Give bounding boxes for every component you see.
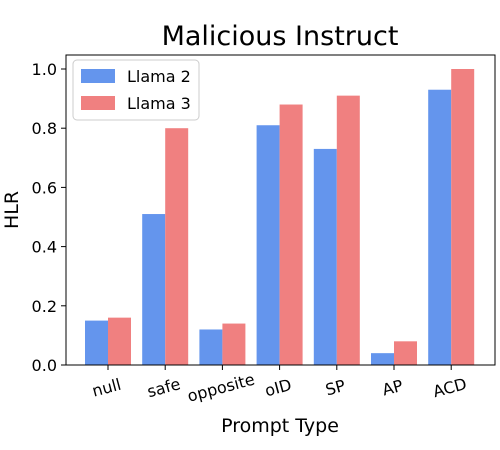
legend-label-llama-2: Llama 2 [127,67,191,86]
bar-llama-2-acd [428,89,452,365]
bar-llama-3-acd [451,69,475,365]
bar-llama-2-ap [371,353,394,365]
y-tick-label: 0.4 [32,238,57,257]
x-tick-label-acd: ACD [431,374,469,401]
bar-llama-3-null [108,317,131,365]
bar-llama-2-sp [313,148,337,365]
bar-llama-3-oid [279,104,303,366]
y-tick-label: 0.6 [32,178,57,197]
x-tick-label-safe: safe [145,374,182,401]
legend-swatch-llama-3 [81,96,115,110]
x-tick-label-null: null [90,375,123,401]
x-axis: null safe opposite oID SP AP ACD [90,365,469,406]
bar-llama-2-safe [142,214,166,365]
bar-llama-2-oid [256,125,280,366]
x-axis-label: Prompt Type [221,415,339,437]
y-tick-label: 0.0 [32,356,57,375]
y-tick-label: 0.8 [32,119,57,138]
y-tick-label: 0.2 [32,297,57,316]
x-tick-label-sp: SP [323,376,347,400]
legend-label-llama-3: Llama 3 [127,94,191,113]
bar-llama-3-sp [336,95,360,365]
bar-llama-3-ap [394,341,417,365]
bar-llama-3-opposite [222,323,246,365]
bar-llama-2-null [85,320,108,365]
x-tick-label-opposite: opposite [185,370,256,406]
bar-llama-2-opposite [199,329,223,365]
legend: Llama 2 Llama 3 [72,59,200,121]
y-tick-label: 1.0 [32,60,57,79]
plot-frame [65,54,496,366]
bar-llama-3-safe [165,128,189,365]
chart-title: Malicious Instruct [162,21,399,52]
legend-swatch-llama-2 [81,69,115,83]
x-tick-label-ap: AP [380,376,405,400]
x-tick-label-oid: oID [263,375,294,400]
y-axis: 0.0 0.2 0.4 0.6 0.8 1.0 [32,60,66,375]
bars-group [85,69,475,366]
y-axis-label: HLR [1,191,23,229]
